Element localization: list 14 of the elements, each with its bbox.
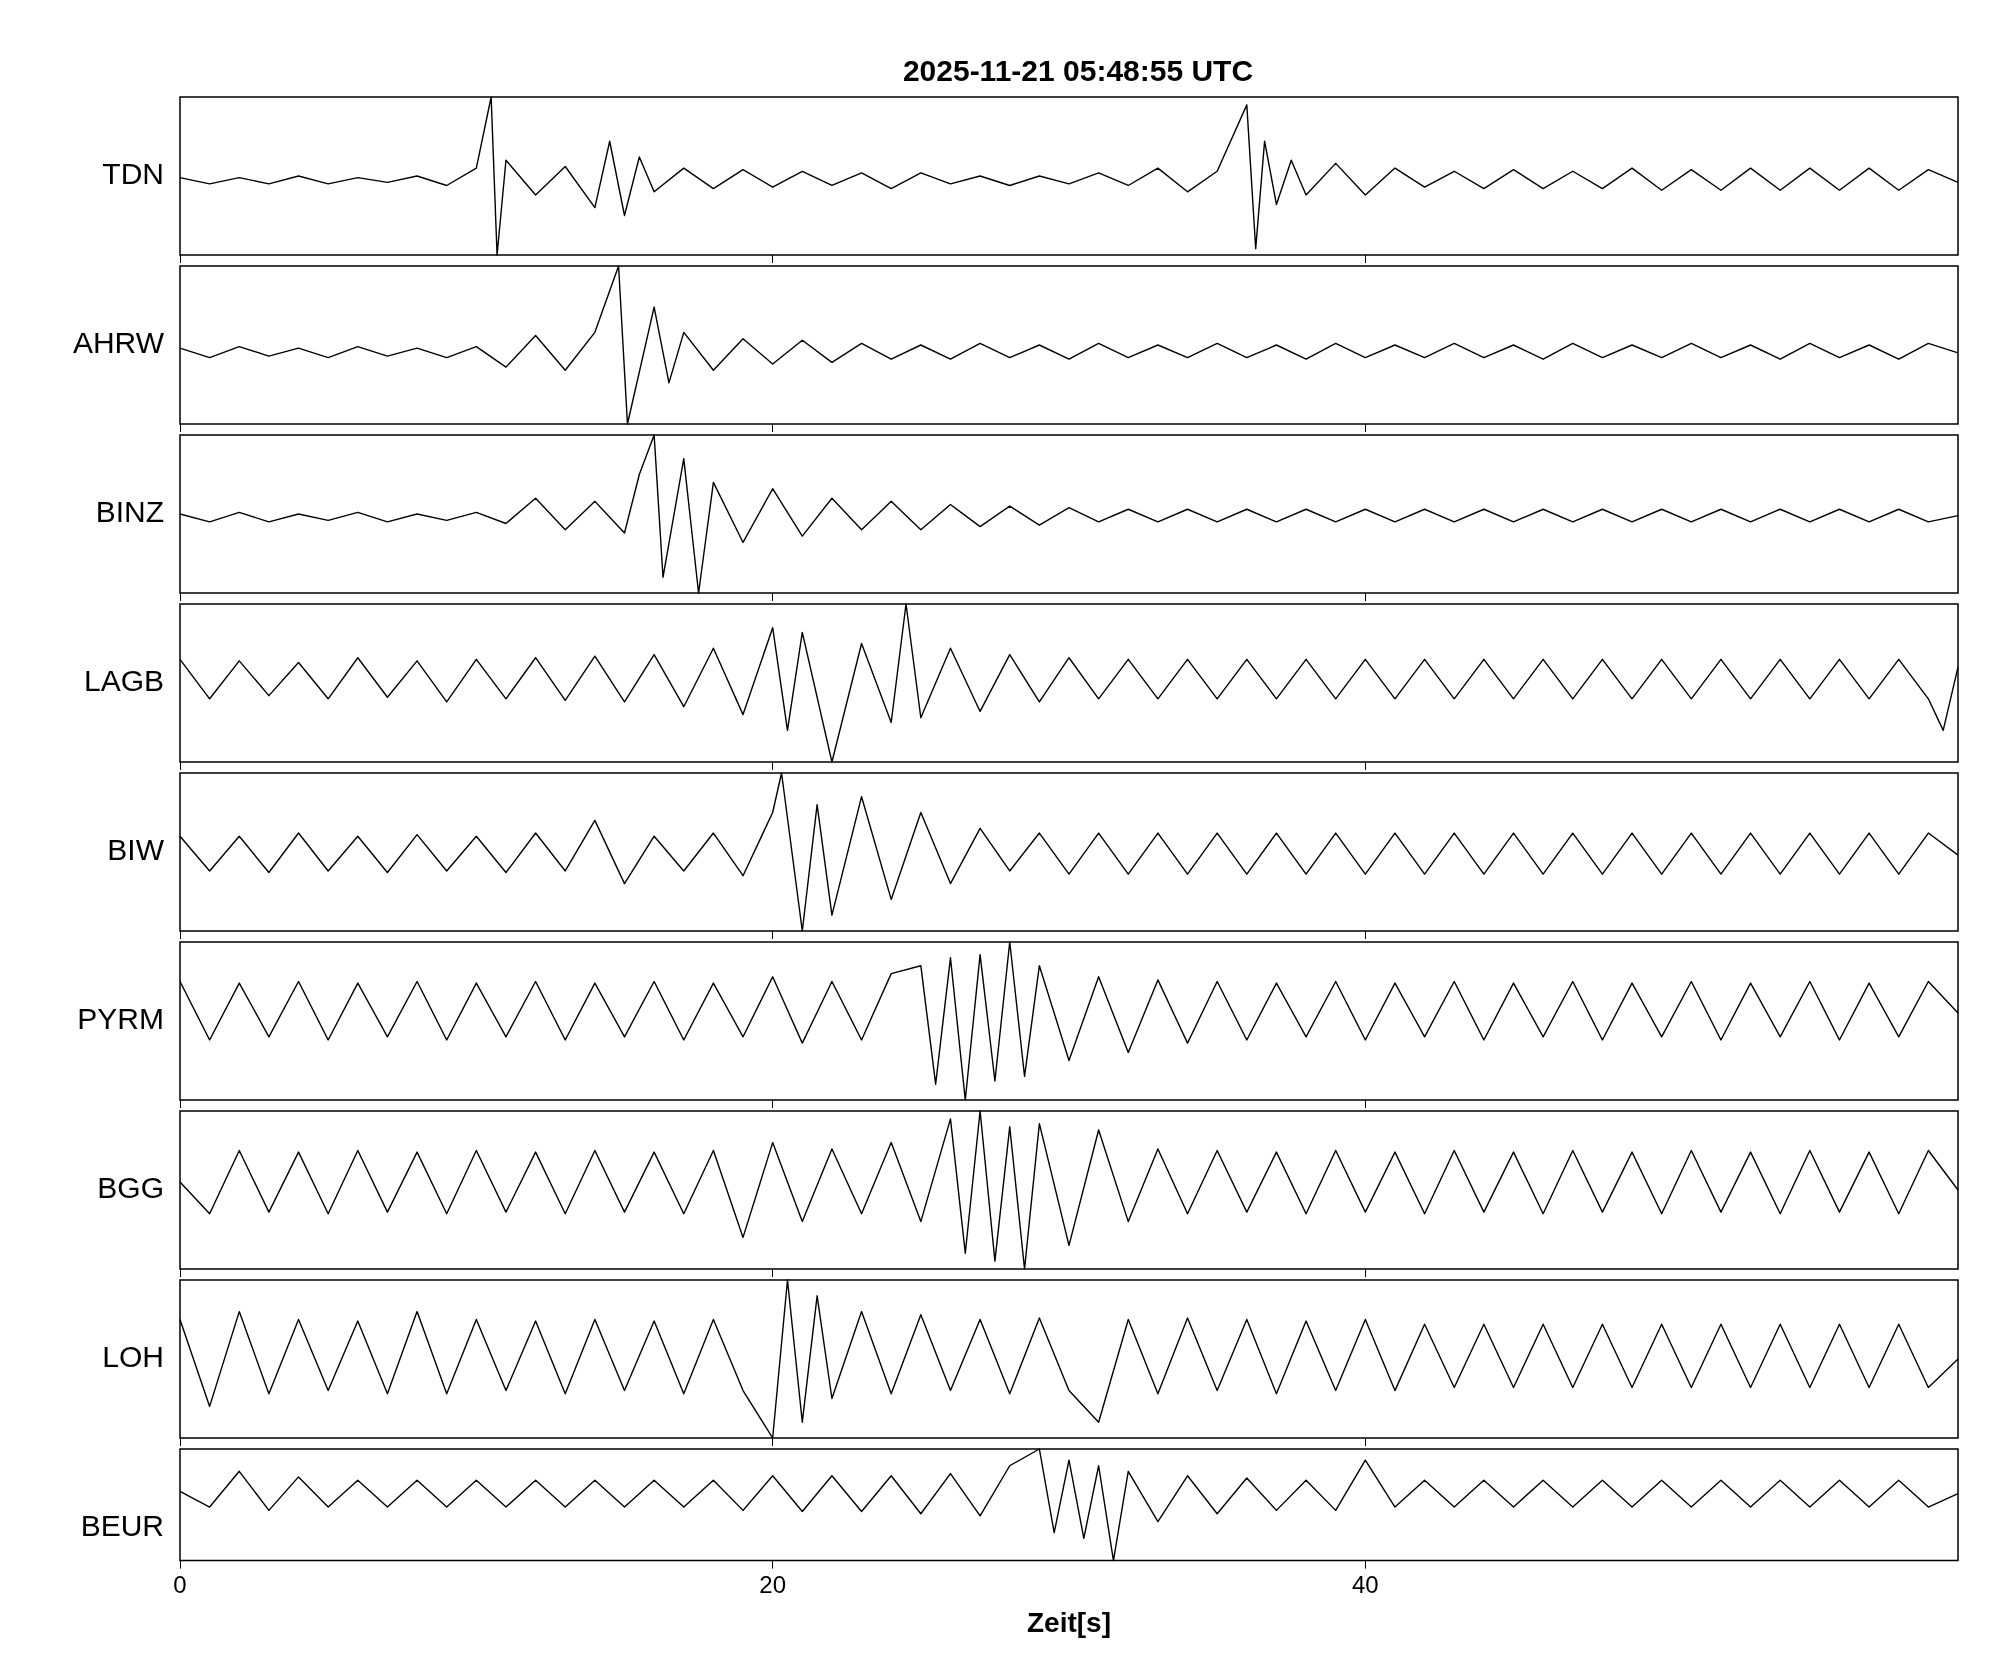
y-axis-title: LAGB — [82, 663, 165, 699]
y-axis-title: LOH — [101, 1339, 165, 1375]
y-axis-title: TDN — [101, 156, 165, 192]
chart-title: 2025-11-21 05:48:55 UTC — [901, 53, 1255, 89]
y-axis-title: BGG — [96, 1170, 165, 1206]
y-axis-title: BEUR — [79, 1508, 165, 1544]
x-axis-title: Zeit[s] — [1027, 1606, 1111, 1638]
y-axis-title: BIW — [106, 832, 165, 868]
x-tick-label: 20 — [759, 1570, 787, 1598]
y-axis-title: AHRW — [71, 325, 165, 361]
y-axis-title: PYRM — [76, 1001, 165, 1037]
y-axis-title: BINZ — [94, 494, 165, 530]
x-tick-label: 40 — [1351, 1570, 1379, 1598]
x-tick-label: 0 — [173, 1570, 187, 1598]
